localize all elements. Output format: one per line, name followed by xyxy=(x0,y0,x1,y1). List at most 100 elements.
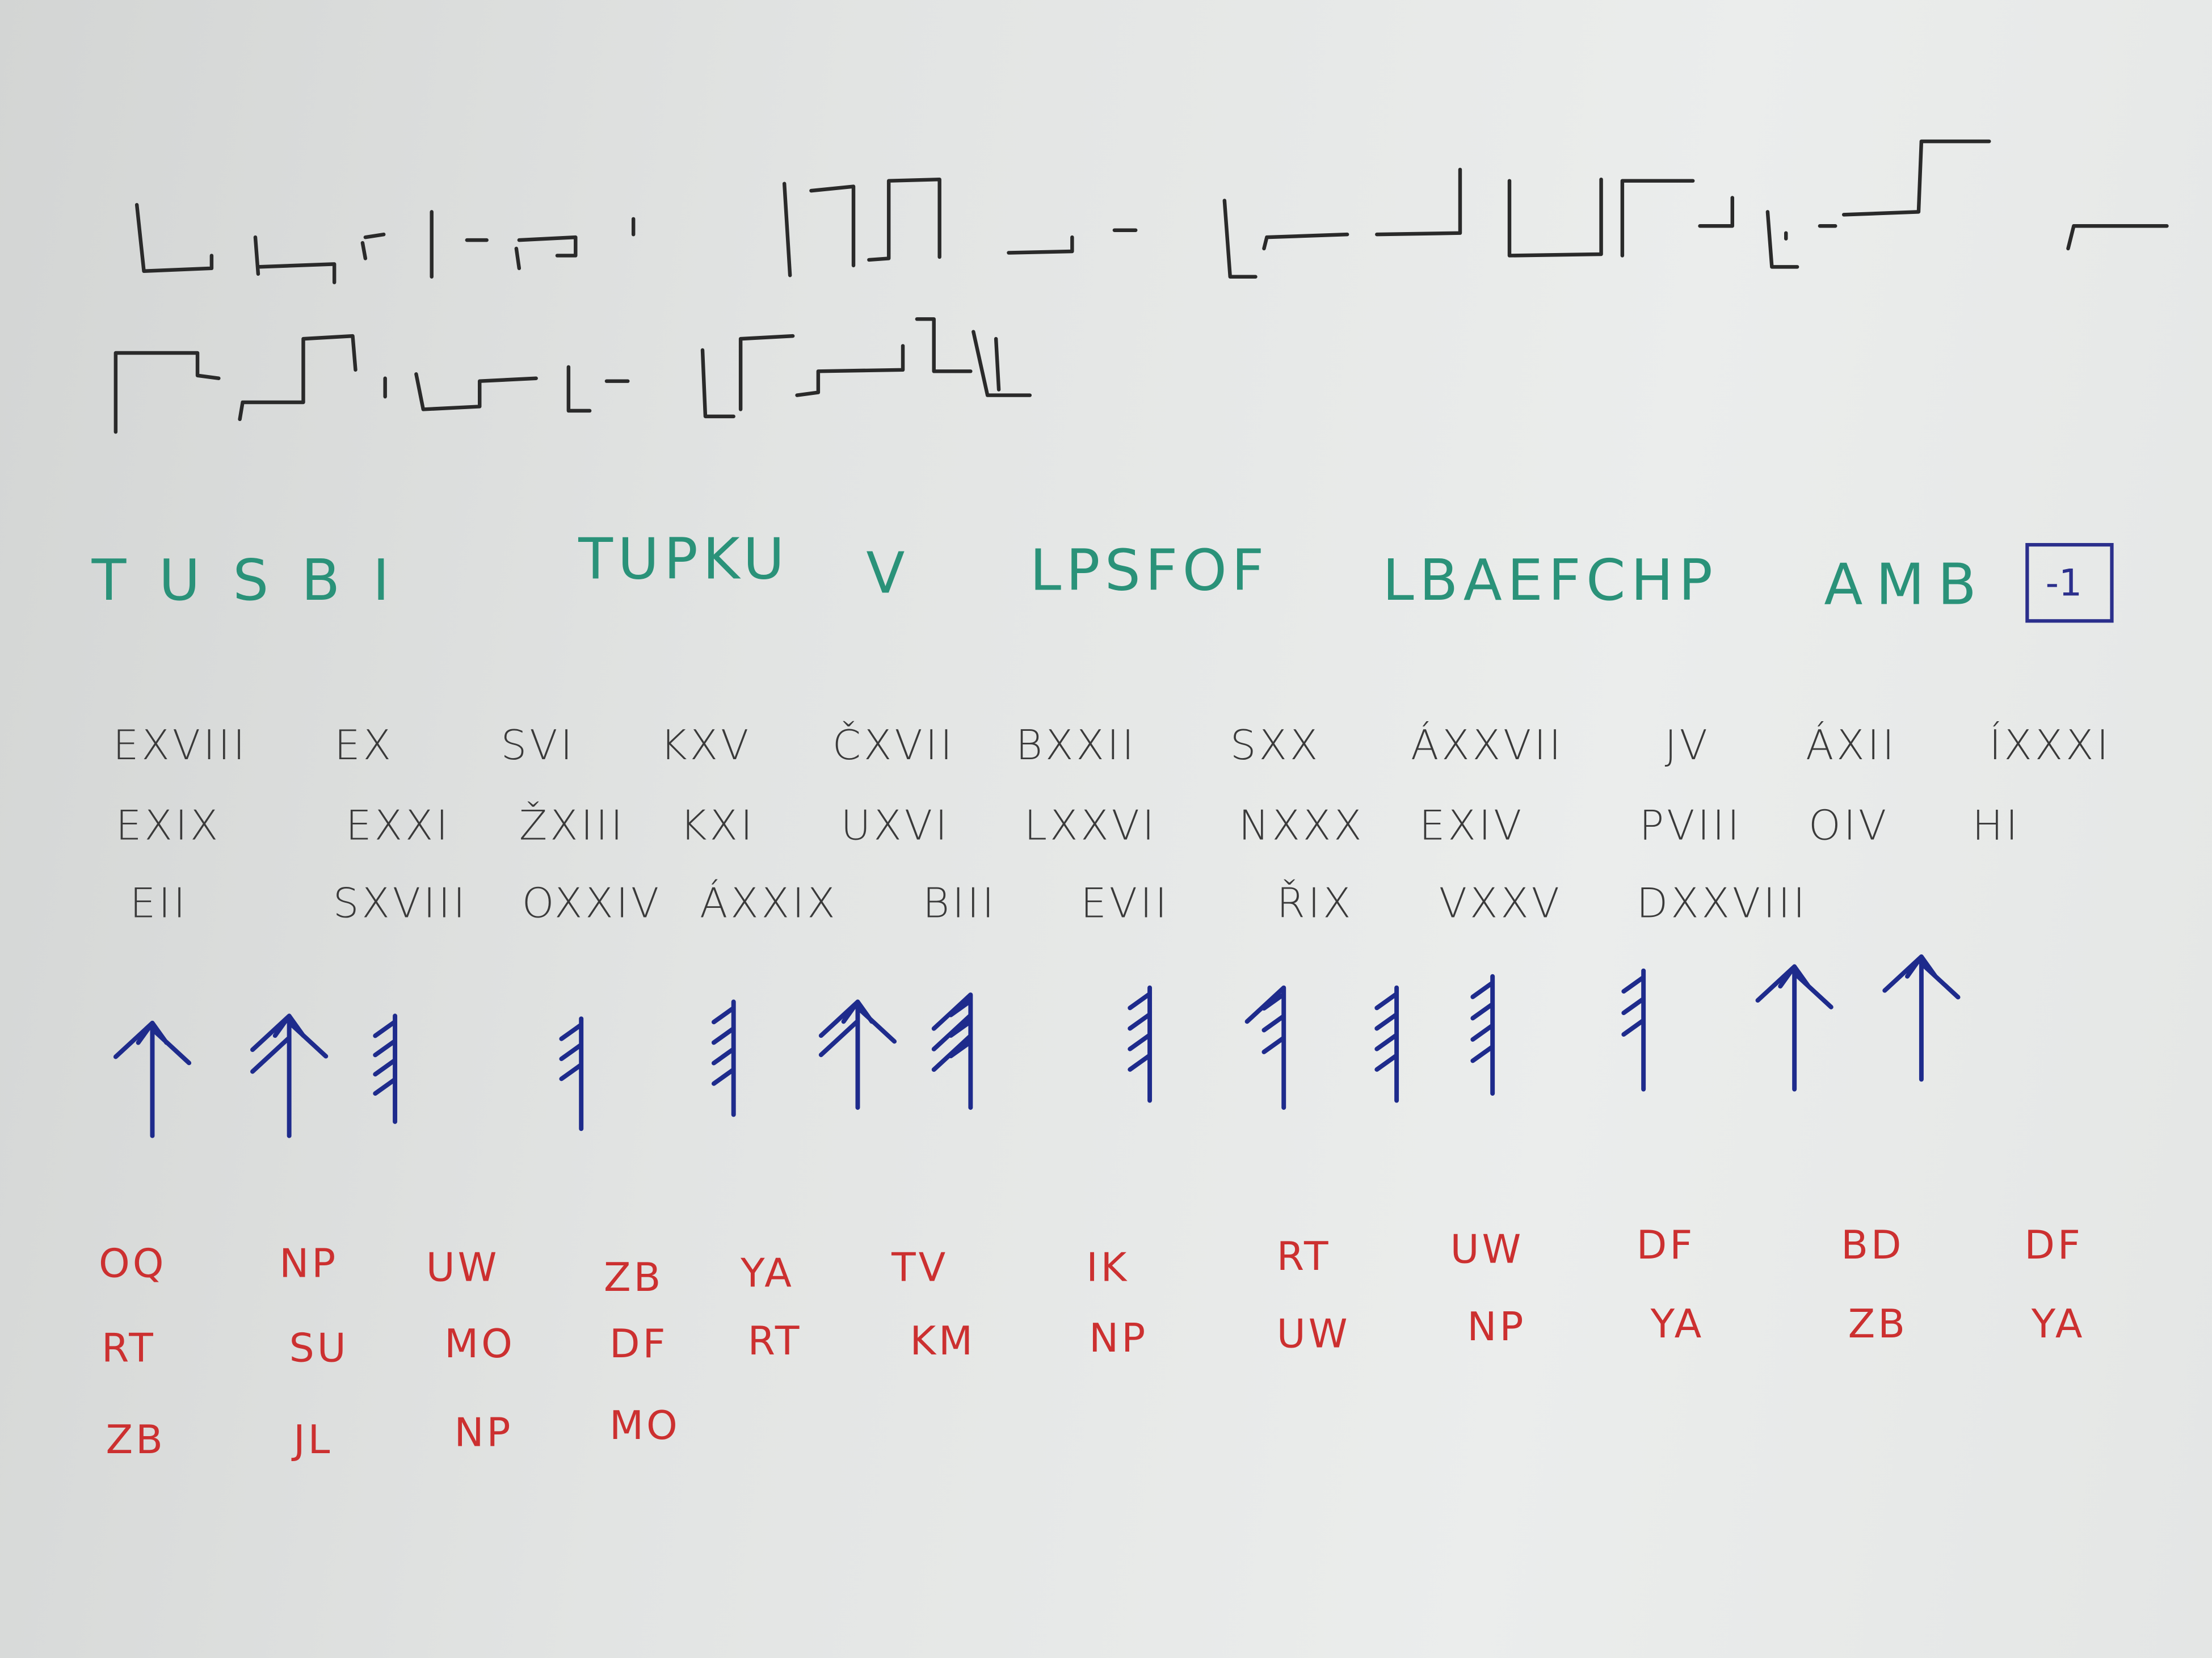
roman-cipher-item: EXIV xyxy=(1419,802,1524,850)
red-cipher-pair: NP xyxy=(454,1410,513,1456)
tree-glyph xyxy=(559,1016,584,1131)
tree-stroke xyxy=(559,1016,584,1131)
tree-stroke xyxy=(1374,985,1399,1103)
cipher-word: TUPKU xyxy=(578,527,790,592)
cipher-symbol xyxy=(782,182,856,277)
roman-cipher-item: VXXV xyxy=(1439,880,1562,927)
tree-stroke xyxy=(711,999,736,1117)
roman-cipher-item: ÁXXIX xyxy=(700,878,838,927)
red-cipher-pair: JL xyxy=(291,1417,333,1463)
roman-cipher-item: BXXII xyxy=(1016,722,1137,769)
cipher-word: LBAEFCHP xyxy=(1382,548,1718,613)
cipher-symbol xyxy=(1698,196,1735,228)
cipher-word: LPSFOF xyxy=(1030,538,1270,604)
red-cipher-pair: ZB xyxy=(604,1255,663,1301)
roman-cipher-item: ŽXIII xyxy=(519,801,625,850)
cipher-symbol xyxy=(253,235,337,284)
red-cipher-pair: DF xyxy=(1637,1222,1696,1268)
red-cipher-pair: NP xyxy=(1089,1315,1148,1361)
roman-cipher-item: EX xyxy=(334,722,394,769)
red-cipher-pair: YA xyxy=(740,1251,794,1297)
cipher-symbol xyxy=(915,317,1032,397)
tree-glyph xyxy=(1755,964,1833,1092)
tree-stroke xyxy=(1882,954,1961,1082)
cipher-symbol xyxy=(1375,167,1462,237)
cipher-symbol xyxy=(514,235,578,271)
red-cipher-pair: IK xyxy=(1086,1245,1129,1291)
roman-cipher-item: ÁXII xyxy=(1806,721,1897,769)
red-cipher-pair: RT xyxy=(102,1325,156,1371)
symbol-cipher-line-1 xyxy=(134,139,2169,284)
red-letter-pair-cipher: OQ NP UW ZB YA TV IK RT UW DF BD DF RT SU MO DF RT KM NP UW… xyxy=(99,1222,2085,1463)
roman-cipher-item: EII xyxy=(130,880,188,927)
red-cipher-pair: RT xyxy=(748,1318,802,1364)
red-cipher-pair: YA xyxy=(1650,1301,1705,1347)
red-cipher-pair: KM xyxy=(910,1318,975,1364)
tree-stroke xyxy=(931,992,973,1110)
roman-cipher-item: EXXI xyxy=(346,802,451,850)
tree-stroke xyxy=(1755,964,1833,1092)
cipher-symbol xyxy=(1620,179,1695,258)
cipher-symbol xyxy=(134,203,214,273)
red-cipher-pair: UW xyxy=(426,1245,500,1291)
tree-glyph xyxy=(1882,954,1961,1082)
red-cipher-pair: OQ xyxy=(99,1240,167,1286)
tree-glyph xyxy=(1128,985,1153,1103)
tree-stroke xyxy=(113,1020,192,1138)
roman-cipher-item: SXX xyxy=(1230,722,1321,769)
roman-cipher-item: SVI xyxy=(501,722,575,769)
roman-cipher-item: LXXVI xyxy=(1024,802,1157,850)
cipher-word: V xyxy=(866,541,910,607)
roman-cipher-item: ŘIX xyxy=(1277,878,1354,927)
cipher-symbol xyxy=(867,177,941,262)
tree-stroke xyxy=(1128,985,1153,1103)
roman-cipher-item: OIV xyxy=(1809,802,1889,850)
red-cipher-pair: UW xyxy=(1277,1311,1351,1357)
tree-glyph xyxy=(1470,974,1495,1096)
tree-stroke xyxy=(818,999,897,1110)
cipher-symbol xyxy=(360,232,386,260)
tree-stroke xyxy=(1244,985,1286,1110)
green-cipher-line: TUSBI TUPKU V LPSFOF LBAEFCHP AMB -1 xyxy=(91,527,2114,623)
roman-cipher-item: EXIX xyxy=(116,802,221,850)
roman-cipher-item: ÁXXVII xyxy=(1411,721,1564,769)
cipher-symbol xyxy=(1765,210,1799,269)
red-cipher-pair: ZB xyxy=(106,1417,165,1463)
roman-cipher-item: KXV xyxy=(660,722,751,769)
key-box-label: -1 xyxy=(2046,562,2082,605)
cipher-word: AMB xyxy=(1824,552,1982,617)
key-box xyxy=(2025,542,2114,623)
tree-glyph xyxy=(373,1013,398,1124)
red-cipher-pair: MO xyxy=(444,1321,515,1367)
cipher-symbol xyxy=(238,334,358,422)
tree-glyph xyxy=(1621,968,1646,1092)
tree-glyph xyxy=(931,992,973,1110)
symbol-cipher-line-2 xyxy=(113,317,1032,434)
red-cipher-pair: RT xyxy=(1277,1234,1331,1280)
tree-glyph xyxy=(818,999,897,1110)
cipher-symbol xyxy=(414,372,538,411)
tree-glyph xyxy=(1374,985,1399,1103)
tree-stroke xyxy=(1621,968,1646,1092)
cipher-symbol xyxy=(566,365,630,413)
cipher-symbol xyxy=(113,351,221,434)
tree-glyph xyxy=(113,1020,192,1138)
cipher-symbol xyxy=(1507,177,1603,258)
red-cipher-pair: SU xyxy=(289,1325,349,1371)
red-cipher-pair: YA xyxy=(2031,1301,2085,1347)
red-cipher-pair: TV xyxy=(891,1245,948,1291)
cipher-symbol xyxy=(1222,199,1258,279)
roman-cipher-item: EVII xyxy=(1080,880,1170,927)
cipher-symbol xyxy=(700,334,795,419)
roman-cipher-item: KXI xyxy=(680,802,755,850)
roman-cipher-item: BIII xyxy=(923,880,997,927)
red-cipher-pair: UW xyxy=(1450,1226,1524,1272)
cipher-symbol xyxy=(2066,224,2169,251)
roman-cipher-item: JV xyxy=(1664,722,1710,769)
red-cipher-pair: MO xyxy=(609,1403,680,1449)
red-cipher-pair: NP xyxy=(1467,1304,1526,1350)
roman-cipher-item: UXVI xyxy=(841,802,951,850)
cipher-symbol xyxy=(795,344,905,397)
roman-cipher-item: EXVIII xyxy=(113,722,248,769)
